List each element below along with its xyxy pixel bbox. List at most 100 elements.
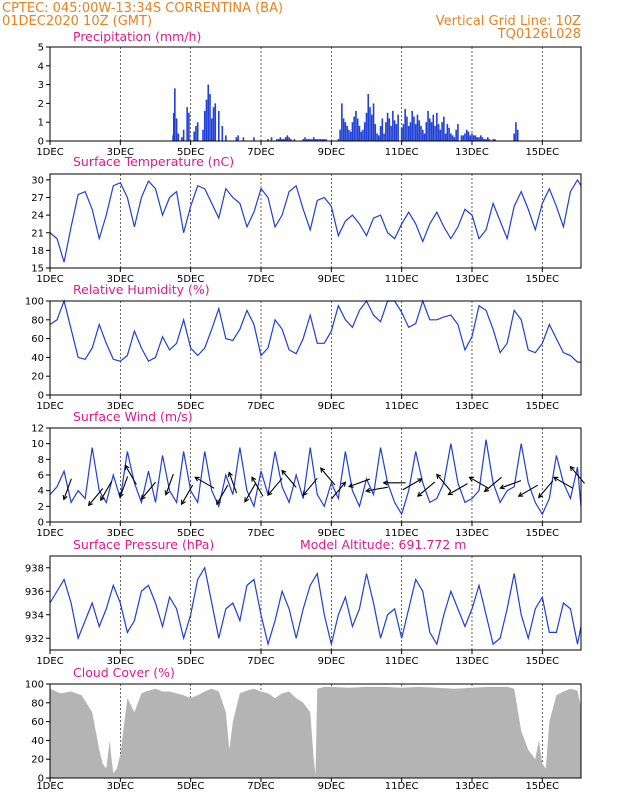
rh-xtick-label: 1DEC [36,401,63,412]
precip-bar [362,129,364,141]
temp-xtick-label: 9DEC [318,274,345,285]
precip-bar [358,125,361,141]
precip-bar [437,124,440,141]
temp-xtick-label: 7DEC [247,274,274,285]
precip-bar [443,116,445,141]
precip-bar [392,110,394,141]
precip-ytick-label: 4 [38,61,44,72]
wind-xtick-label: 7DEC [247,528,274,539]
precip-xtick-label: 11DEC [385,147,419,158]
precip-bar [406,116,408,141]
wind-arrowhead [517,492,524,497]
wind-arrowhead [244,497,250,503]
precip-bar [209,94,211,141]
precip-bar [235,137,238,141]
precip-bar [342,118,345,141]
precip-bar [188,112,190,141]
wind-ytick-label: 0 [38,518,44,529]
precip-bar [253,137,255,141]
precip-xtick-label: 7DEC [247,147,274,158]
cloud-xtick-label: 3DEC [107,781,134,792]
rh-ytick-label: 80 [31,315,44,326]
rh-xtick-label: 9DEC [318,401,345,412]
pres-ytick-label: 932 [25,634,44,645]
precip-bar [434,125,436,141]
precip-bar [446,124,449,141]
wind-arrow [281,470,297,488]
precip-bar [341,103,343,141]
precip-bar [409,122,412,141]
rh-xtick-label: 13DEC [455,401,489,412]
precip-bar [494,139,496,141]
precip-bar [202,129,204,141]
wind-ytick-label: 8 [38,455,44,466]
precip-bar [286,135,289,141]
cloud-xtick-label: 13DEC [455,781,489,792]
wind-arrowhead [216,499,221,506]
rh-ytick-label: 0 [38,391,44,402]
wind-arrowhead [416,491,423,497]
precip-bar [383,133,385,141]
precip-bar [281,139,283,141]
precip-bar [353,116,355,141]
precip-bar [325,139,327,141]
precip-bar [427,110,429,141]
wind-title: Surface Wind (m/s) [73,409,193,424]
precip-bar [390,125,392,141]
precip-bar [203,110,206,141]
precip-bar [318,139,320,141]
rh-series-line [49,298,581,363]
precip-bar [372,103,375,141]
precip-bar [182,129,185,141]
precip-bar [441,122,443,141]
wind-arrowhead [468,476,475,482]
wind-arrow [267,477,283,496]
precip-bar [479,135,482,141]
precip-bar [302,139,304,141]
precip-bar [488,139,491,141]
precip-bar [462,135,464,141]
precip-xtick-label: 15DEC [525,147,559,158]
precip-bar [363,122,366,141]
cloud-xtick-label: 7DEC [247,781,274,792]
wind-arrowhead [62,494,68,501]
pres-frame [49,555,582,651]
precip-bar [367,94,370,141]
wind-arrow [63,478,72,500]
precip-bar [337,139,340,141]
precip-bar [377,135,380,141]
temp-xtick-label: 5DEC [177,274,204,285]
precip-bar [413,116,415,141]
wind-ytick-label: 4 [38,486,44,497]
precip-bar [174,88,176,141]
wind-arrowhead [140,494,146,500]
precip-bar [374,124,377,141]
pres-subtitle: Model Altitude: 691.772 m [300,537,466,552]
precip-bar [397,114,399,141]
precip-bar [457,124,459,141]
rh-xtick-label: 11DEC [385,401,419,412]
pres-xtick-label: 1DEC [36,656,63,667]
precip-bar [237,135,239,141]
precip-ytick-label: 0 [38,137,44,148]
header-grid-note: Vertical Grid Line: 10Z [436,14,581,29]
wind-arrowhead [319,467,326,473]
wind-arrow [348,478,370,488]
cloud-xtick-label: 11DEC [385,781,419,792]
wind-arrowhead [483,487,490,493]
wind-arrow [538,480,554,498]
wind-arrowhead [436,473,442,479]
temp-ytick-label: 18 [31,246,44,257]
precip-bar [346,125,348,141]
precip-bar [305,139,308,141]
temp-ytick-label: 21 [31,228,44,239]
pres-series-line [49,566,582,647]
precip-bar [420,125,422,141]
cloud-cover-area [50,686,581,778]
precip-bar [207,84,210,141]
cloud-xtick-label: 1DEC [36,781,63,792]
wind-arrow [119,476,129,498]
precip-bar [270,137,273,141]
precip-bar [293,139,296,141]
